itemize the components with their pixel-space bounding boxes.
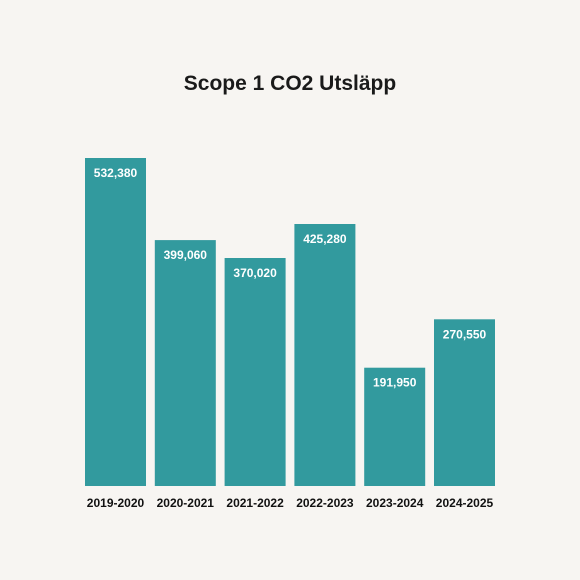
bar-2021-2022 — [224, 258, 286, 486]
bar-2020-2021 — [154, 240, 216, 486]
bar-2022-2023 — [294, 224, 356, 486]
data-label-2022-2023: 425,280 — [303, 232, 347, 246]
bars-group — [85, 158, 495, 486]
chart-title: Scope 1 CO2 Utsläpp — [183, 72, 397, 95]
bar-2019-2020 — [85, 158, 146, 486]
x-tick-label-2024-2025: 2024-2025 — [436, 496, 494, 510]
category-labels-group: 2019-2020 2020-2021 2021-2022 2022-2023 2023… — [87, 496, 494, 510]
data-label-2019-2020: 532,380 — [94, 166, 138, 180]
x-tick-label-2023-2024: 2023-2024 — [366, 496, 424, 510]
x-tick-label-2021-2022: 2021-2022 — [226, 496, 284, 510]
data-label-2024-2025: 270,550 — [443, 327, 487, 341]
data-label-2023-2024: 191,950 — [373, 376, 417, 390]
x-tick-label-2022-2023: 2022-2023 — [296, 496, 354, 510]
data-label-2020-2021: 399,060 — [164, 248, 208, 262]
x-tick-label-2019-2020: 2019-2020 — [87, 496, 145, 510]
bar-2023-2024 — [364, 367, 426, 486]
bar-2024-2025 — [434, 319, 495, 486]
value-labels-group: 532,380 399,060 370,020 425,280 191,950 270,5… — [94, 166, 487, 390]
data-label-2021-2022: 370,020 — [233, 266, 277, 280]
x-tick-label-2020-2021: 2020-2021 — [157, 496, 215, 510]
